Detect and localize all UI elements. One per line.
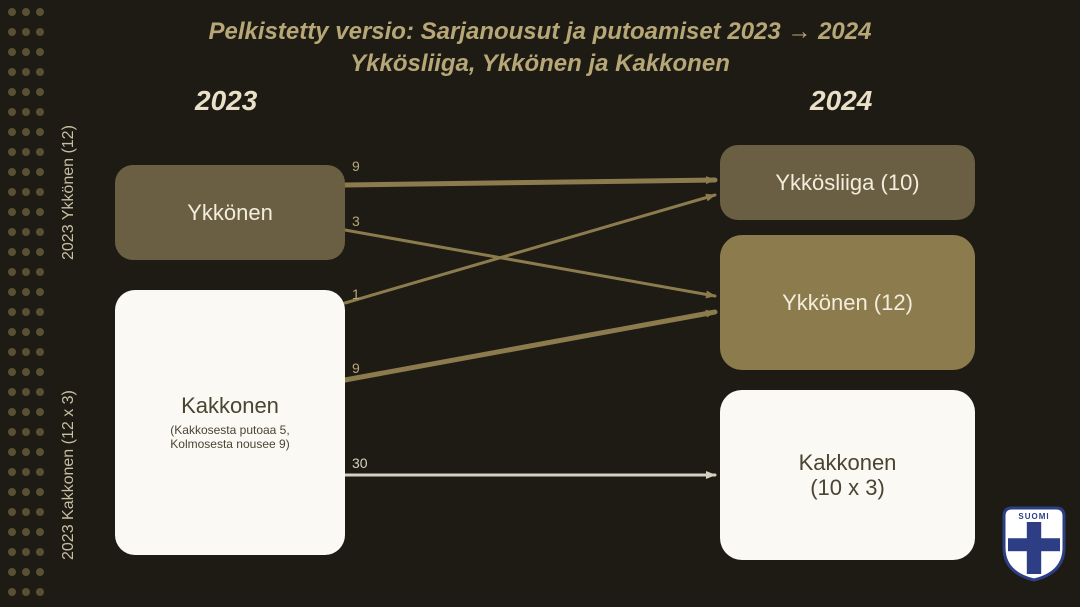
flow-count-kak-to-ykk24: 9 (352, 360, 360, 376)
box-ykkönen-2024: Ykkönen (12) (720, 235, 975, 370)
box-ykkönen-2023: Ykkönen (115, 165, 345, 260)
title-line-2: Ykkösliiga, Ykkönen ja Kakkonen (0, 50, 1080, 78)
box-label: Ykkönen (12) (782, 290, 913, 315)
svg-text:SUOMI: SUOMI (1018, 512, 1049, 521)
side-label-ykkönen: 2023 Ykkönen (12) (60, 125, 78, 260)
box-kakkonen-2024: Kakkonen(10 x 3) (720, 390, 975, 560)
flow-count-kak-to-kak24: 30 (352, 455, 368, 471)
box-sublabel: (Kakkosesta putoaa 5,Kolmosesta nousee 9… (170, 423, 289, 452)
side-label-kakkonen: 2023 Kakkonen (12 x 3) (60, 390, 78, 560)
box-label: Ykkösliiga (10) (775, 170, 919, 195)
box-ykkösliiga-2024: Ykkösliiga (10) (720, 145, 975, 220)
flow-count-ykk-to-ykkosliiga: 9 (352, 158, 360, 174)
box-label: Kakkonen (181, 393, 279, 418)
year-label-2023: 2023 (195, 85, 257, 117)
title-line-1: Pelkistetty versio: Sarjanousut ja putoa… (0, 18, 1080, 46)
flow-count-kak-to-ykkosliiga: 1 (352, 286, 360, 302)
box-label: Kakkonen(10 x 3) (799, 450, 897, 501)
year-label-2024: 2024 (810, 85, 872, 117)
box-kakkonen-2023: Kakkonen (Kakkosesta putoaa 5,Kolmosesta… (115, 290, 345, 555)
arrow-ykk-to-ykkosliiga (345, 180, 715, 185)
dot-decoration (8, 8, 44, 596)
arrow-kak-to-ykk24 (345, 312, 715, 380)
federation-badge: SUOMI (1004, 508, 1064, 580)
box-label: Ykkönen (187, 200, 273, 225)
flow-count-ykk-to-ykk24: 3 (352, 213, 360, 229)
